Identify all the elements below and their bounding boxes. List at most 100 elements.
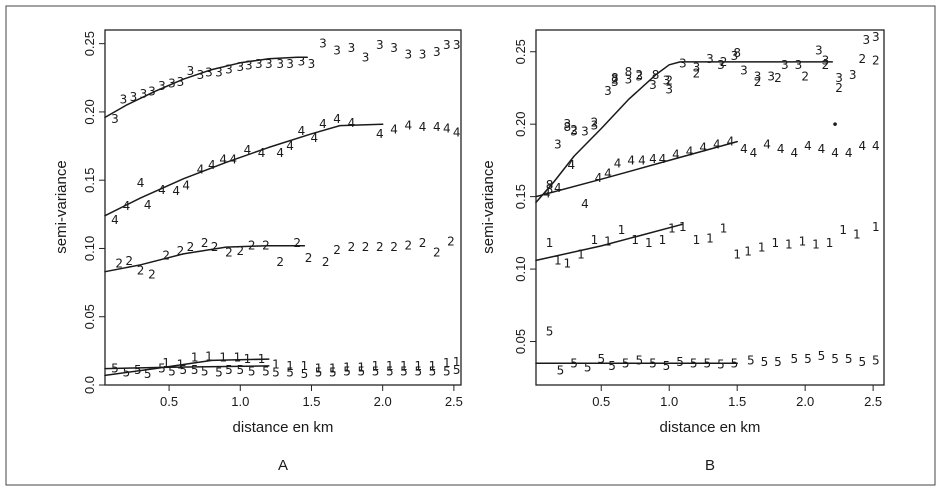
panel-b-point-4: 4 xyxy=(595,171,603,185)
panel-b-point-2: 2 xyxy=(872,53,880,67)
panel-a-y-ticks: 0.0 0.05 0.10 0.15 0.20 0.25 xyxy=(82,31,105,394)
panel-a-point-5: 5 xyxy=(429,364,437,378)
panel-a-point-4: 4 xyxy=(319,117,327,131)
panel-b-point-2: 2 xyxy=(665,74,673,88)
panel-a-point-1: 1 xyxy=(429,359,437,373)
panel-b-point-1: 1 xyxy=(853,227,861,241)
panel-b-point-4: 4 xyxy=(627,153,635,167)
panel-b-x-tick-label: 2.5 xyxy=(864,394,882,409)
panel-a-point-4: 4 xyxy=(182,179,190,193)
panel-b-fitted-curve xyxy=(535,61,834,204)
panel-a-point-1: 1 xyxy=(234,351,242,365)
panel-a-point-3: 3 xyxy=(215,65,223,79)
panel-b-x-tick-label: 0.5 xyxy=(592,394,610,409)
panel-a-x-tick-label: 2.5 xyxy=(445,394,463,409)
panel-a-point-1: 1 xyxy=(244,352,252,366)
panel-b-point-1: 1 xyxy=(758,240,766,254)
panel-a-point-2: 2 xyxy=(348,240,356,254)
panel-a-point-4: 4 xyxy=(111,213,119,227)
panel-a-point-4: 4 xyxy=(286,139,294,153)
panel-b-point-3: 3 xyxy=(649,78,657,92)
panel-a-point-4: 4 xyxy=(258,146,266,160)
panel-a-point-2: 2 xyxy=(447,235,455,249)
panel-a-point-2: 2 xyxy=(236,244,244,258)
panel-a-point-2: 2 xyxy=(390,240,398,254)
panel-b-point-5: 5 xyxy=(703,356,711,370)
panel-b-point-4: 4 xyxy=(777,142,785,156)
panel-a-point-3: 3 xyxy=(419,48,427,62)
panel-a-point-1: 1 xyxy=(400,359,408,373)
panel-b-point-3: 3 xyxy=(546,182,554,196)
panel-b-point-4: 4 xyxy=(672,148,680,162)
panel-b-point-3: 3 xyxy=(581,124,589,138)
panel-a-point-2: 2 xyxy=(162,248,170,262)
panel-b-point-5: 5 xyxy=(546,324,554,338)
panel-b-point-3: 3 xyxy=(665,82,673,96)
panel-a-point-2: 2 xyxy=(404,239,412,253)
panel-b-point-4: 4 xyxy=(699,140,707,154)
panel-a-point-4: 4 xyxy=(123,199,131,213)
panel-b-point-1: 1 xyxy=(618,223,626,237)
panel-b-point-3: 3 xyxy=(849,68,857,82)
panel-a-point-4: 4 xyxy=(443,121,451,135)
panel-a-point-3: 3 xyxy=(177,75,185,89)
panel-a-point-5: 5 xyxy=(443,364,451,378)
panel-a-point-4: 4 xyxy=(197,162,205,176)
panel-a-point-3: 3 xyxy=(433,45,441,59)
panel-a-point-5: 5 xyxy=(123,366,131,380)
panel-b-point-3: 3 xyxy=(570,124,578,138)
panel-b-point-3: 3 xyxy=(604,84,612,98)
panel-b: 0.5 1.0 1.5 2.0 2.5 0.050.100.150.200.25 333… xyxy=(480,29,885,474)
panel-a-label: A xyxy=(278,457,288,474)
panel-b-point-3: 3 xyxy=(706,52,714,66)
panel-b-y-tick-label: 0.05 xyxy=(513,329,528,354)
panel-b-point-2: 2 xyxy=(774,71,782,85)
panel-a-point-5: 5 xyxy=(111,362,119,376)
panel-a-point-1: 1 xyxy=(286,359,294,373)
panel-a-point-4: 4 xyxy=(453,125,461,139)
panel-b-fitted-curves xyxy=(535,61,834,365)
panel-b-point-1: 1 xyxy=(706,232,714,246)
panel-b-point-2: 2 xyxy=(822,58,830,72)
panel-a-point-5: 5 xyxy=(414,364,422,378)
panel-b-point-3: 3 xyxy=(740,64,748,78)
panel-a-x-tick-label: 1.5 xyxy=(302,394,320,409)
panel-b-point-1: 1 xyxy=(645,236,653,250)
panel-b-point-5: 5 xyxy=(845,352,853,366)
panel-a-point-3: 3 xyxy=(443,38,451,52)
panel-b-point-1: 1 xyxy=(720,222,728,236)
panel-b-y-tick-label: 0.10 xyxy=(513,256,528,281)
panel-a-x-tick-label: 0.5 xyxy=(160,394,178,409)
panel-a-point-1: 1 xyxy=(219,351,227,365)
panel-a-point-3: 3 xyxy=(308,57,316,71)
panel-a-point-5: 5 xyxy=(315,366,323,380)
panel-b-point-2: 2 xyxy=(720,55,728,69)
panel-a-point-4: 4 xyxy=(404,119,412,133)
panel-a-point-5: 5 xyxy=(343,364,351,378)
panel-b-fitted-curve xyxy=(535,140,738,198)
panel-a-point-1: 1 xyxy=(386,359,394,373)
panel-b-point-3: 3 xyxy=(625,72,633,86)
panel-a-point-3: 3 xyxy=(148,84,156,98)
panel-a-point-5: 5 xyxy=(225,363,233,377)
panel-a-point-1: 1 xyxy=(443,356,451,370)
panel-b-point-3: 3 xyxy=(862,33,870,47)
panel-a-point-5: 5 xyxy=(201,364,209,378)
panel-b-point-3: 3 xyxy=(563,117,571,131)
panel-b-point-1: 1 xyxy=(554,253,562,267)
panel-b-point-4: 4 xyxy=(872,139,880,153)
panel-b-point-1: 1 xyxy=(577,248,585,262)
panel-a-point-4: 4 xyxy=(333,112,341,126)
panel-a: 0.5 1.0 1.5 2.0 2.5 0.00.050.100.150.200.25 … xyxy=(53,29,463,474)
panel-b-point-1: 1 xyxy=(693,233,701,247)
panel-a-point-3: 3 xyxy=(111,112,119,126)
panel-b-point-5: 5 xyxy=(858,355,866,369)
panel-b-point-5: 5 xyxy=(663,359,671,373)
panel-a-point-5: 5 xyxy=(262,364,270,378)
panel-a-y-tick-label: 0.05 xyxy=(82,304,97,329)
panel-a-point-3: 3 xyxy=(286,57,294,71)
panel-b-point-8: 8 xyxy=(611,71,619,85)
panel-a-point-5: 5 xyxy=(329,366,337,380)
